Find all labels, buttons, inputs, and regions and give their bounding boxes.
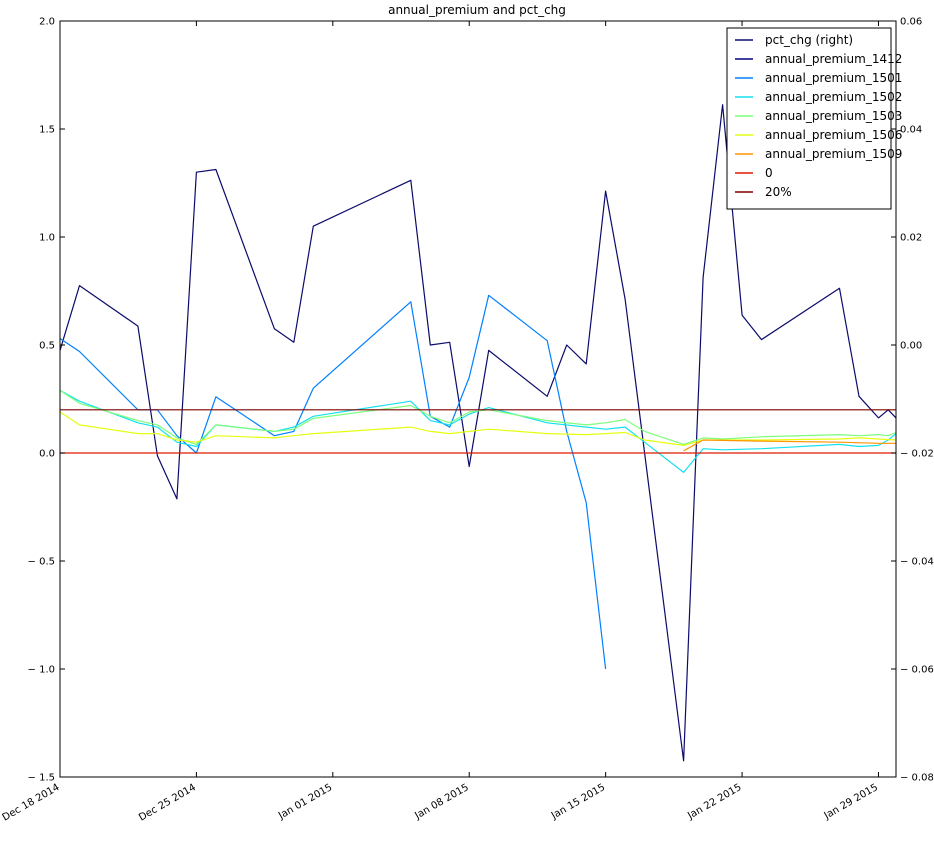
y-left-tick-label: 1.0 (39, 233, 55, 244)
series-line-annual-premium-1509 (683, 439, 896, 452)
plot-frame (59, 20, 897, 778)
legend-label: 20% (765, 185, 792, 199)
y-right-tick-label: − 0.08 (900, 773, 934, 784)
series-line-annual-premium-1506 (59, 411, 897, 446)
y-left-tick-label: 0.0 (39, 449, 55, 460)
x-tick-label: Jan 08 2015 (412, 782, 470, 822)
legend-label: pct_chg (right) (765, 33, 853, 47)
legend-label: annual_premium_1502 (765, 90, 902, 104)
series-line-pct-chg-right- (59, 104, 897, 762)
x-tick-label: Jan 15 2015 (549, 782, 607, 822)
x-tick-label: Dec 25 2014 (137, 782, 198, 823)
y-right-tick-label: 0.04 (900, 125, 922, 136)
legend-label: 0 (765, 166, 773, 180)
series-layer (59, 104, 897, 762)
y-right-tick-label: 0.02 (900, 233, 922, 244)
x-tick-label: Dec 18 2014 (1, 782, 62, 823)
legend: pct_chg (right) annual_premium_1412annual… (726, 27, 902, 210)
y-right-tick-label: − 0.04 (900, 557, 934, 568)
y-left-tick-label: − 1.5 (28, 773, 55, 784)
y-left-tick-label: 0.5 (39, 341, 55, 352)
y-right-tick-label: − 0.06 (900, 665, 934, 676)
legend-box (726, 27, 892, 210)
legend-label: annual_premium_1509 (765, 147, 902, 161)
y-left-tick-label: 2.0 (39, 17, 55, 28)
y-left-tick-label: 1.5 (39, 125, 55, 136)
series-line-annual-premium-1502 (59, 389, 897, 473)
x-tick-label: Jan 01 2015 (276, 782, 334, 822)
x-tick-label: Jan 29 2015 (822, 782, 880, 822)
y-left-tick-label: − 1.0 (28, 665, 55, 676)
x-tick-label: Jan 22 2015 (685, 782, 743, 822)
legend-label: annual_premium_1501 (765, 71, 902, 85)
y-right-tick-label: − 0.02 (900, 449, 934, 460)
legend-label: annual_premium_1503 (765, 109, 902, 123)
chart-title: annual_premium and pct_chg (388, 3, 566, 17)
legend-label: annual_premium_1506 (765, 128, 902, 142)
y-right-tick-label: 0.06 (900, 17, 922, 28)
y-left-tick-label: − 0.5 (28, 557, 55, 568)
y-right-tick-label: 0.00 (900, 341, 922, 352)
legend-label: annual_premium_1412 (765, 52, 902, 66)
